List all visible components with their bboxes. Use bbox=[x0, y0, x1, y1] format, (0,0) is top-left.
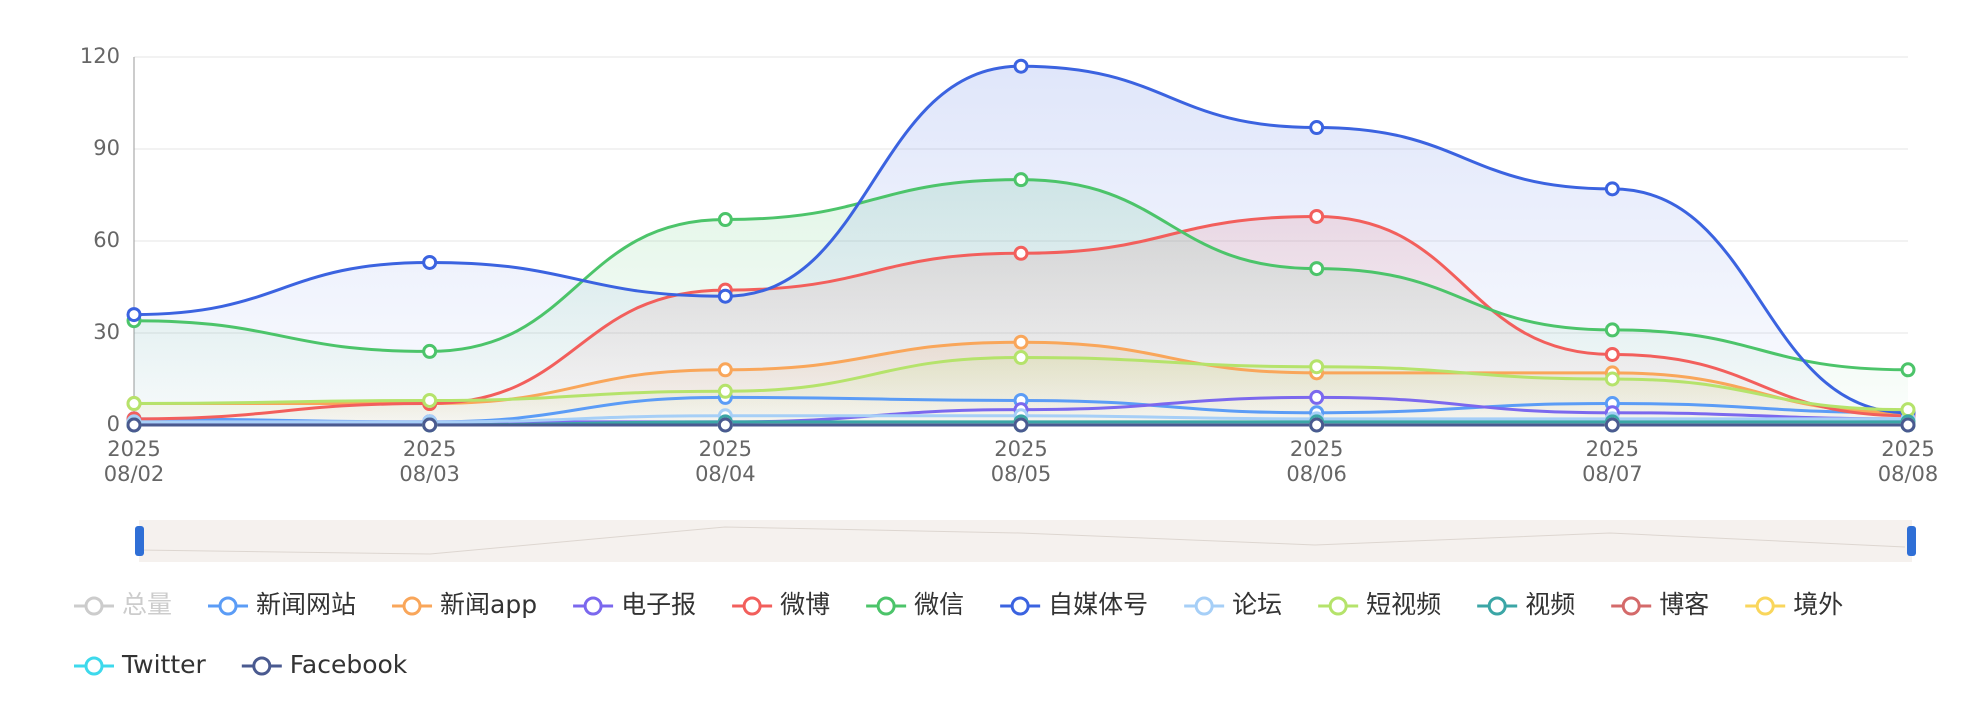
legend-item[interactable]: 微博 bbox=[732, 590, 830, 619]
series-area bbox=[134, 66, 1908, 425]
data-point bbox=[1309, 389, 1325, 405]
data-point bbox=[1309, 261, 1325, 277]
zoom-handle[interactable] bbox=[1907, 526, 1916, 556]
legend-item[interactable]: 视频 bbox=[1477, 590, 1575, 619]
data-point bbox=[1013, 350, 1029, 366]
legend-icon-dot bbox=[583, 596, 603, 616]
legend-icon-dot bbox=[84, 596, 104, 616]
legend: 总量 新闻网站 新闻app 电子报 微博 微信 自媒体号 论坛 短视频 视频 博客 境外 Twitter… bbox=[74, 590, 1843, 679]
x-tick-label: 2025 08/03 bbox=[399, 437, 460, 486]
legend-item[interactable]: 论坛 bbox=[1184, 590, 1282, 619]
areas bbox=[134, 66, 1908, 425]
legend-icon-dot bbox=[1194, 596, 1214, 616]
legend-item[interactable]: Facebook bbox=[241, 650, 408, 679]
y-tick-label: 60 bbox=[93, 228, 120, 252]
data-point bbox=[1900, 417, 1916, 433]
legend-icon-dot bbox=[84, 656, 104, 676]
legend-icon-dot bbox=[876, 596, 896, 616]
data-zoom bbox=[135, 520, 1916, 562]
legend-icon-dot bbox=[402, 596, 422, 616]
legend-label: 电子报 bbox=[621, 590, 696, 619]
legend-icon-dot bbox=[742, 596, 762, 616]
legend-icon-dot bbox=[1755, 596, 1775, 616]
data-point bbox=[1013, 245, 1029, 261]
legend-label: 总量 bbox=[122, 590, 172, 619]
legend-label: 微信 bbox=[914, 590, 964, 619]
legend-icon-dot bbox=[252, 656, 272, 676]
data-point bbox=[1604, 417, 1620, 433]
legend-item[interactable]: 博客 bbox=[1611, 590, 1709, 619]
legend-label: 微博 bbox=[780, 590, 830, 619]
data-point bbox=[126, 307, 142, 323]
data-point bbox=[1604, 346, 1620, 362]
data-point bbox=[1013, 58, 1029, 74]
legend-label: 自媒体号 bbox=[1048, 590, 1148, 619]
plot-area: 0 30 60 90 120 bbox=[80, 44, 1916, 436]
legend-label: Twitter bbox=[121, 650, 207, 679]
data-point bbox=[1604, 181, 1620, 197]
x-tick-label: 2025 08/08 bbox=[1877, 437, 1939, 486]
data-point bbox=[1604, 322, 1620, 338]
legend-item[interactable]: 总量 bbox=[74, 590, 172, 619]
legend-item[interactable]: 电子报 bbox=[573, 590, 696, 619]
zoom-preview bbox=[138, 526, 1906, 555]
legend-label: 新闻网站 bbox=[256, 590, 356, 619]
legend-label: 短视频 bbox=[1366, 590, 1441, 619]
legend-item[interactable]: 微信 bbox=[866, 590, 964, 619]
data-point bbox=[1309, 417, 1325, 433]
legend-item[interactable]: Twitter bbox=[74, 650, 207, 679]
x-tick-label: 2025 08/06 bbox=[1286, 437, 1347, 486]
data-point bbox=[1604, 371, 1620, 387]
legend-item[interactable]: 短视频 bbox=[1318, 590, 1441, 619]
legend-icon-dot bbox=[1328, 596, 1348, 616]
data-point bbox=[717, 288, 733, 304]
legend-item[interactable]: 境外 bbox=[1745, 590, 1843, 619]
legend-icon-dot bbox=[1621, 596, 1641, 616]
legend-icon-dot bbox=[1487, 596, 1507, 616]
data-point bbox=[717, 212, 733, 228]
data-point bbox=[422, 254, 438, 270]
data-point bbox=[1900, 362, 1916, 378]
data-point bbox=[1900, 402, 1916, 418]
legend-label: 论坛 bbox=[1232, 590, 1282, 619]
data-point bbox=[1309, 359, 1325, 375]
y-tick-label: 0 bbox=[107, 412, 120, 436]
data-point bbox=[1309, 120, 1325, 136]
legend-label: 视频 bbox=[1525, 590, 1575, 619]
legend-label: 境外 bbox=[1793, 590, 1843, 619]
zoom-handle[interactable] bbox=[135, 526, 144, 556]
points bbox=[126, 58, 1916, 433]
x-tick-label: 2025 08/02 bbox=[103, 437, 165, 486]
legend-item[interactable]: 新闻网站 bbox=[208, 590, 356, 619]
data-point bbox=[422, 392, 438, 408]
data-point bbox=[422, 343, 438, 359]
legend-item[interactable]: 自媒体号 bbox=[1000, 590, 1148, 619]
legend-item[interactable]: 新闻app bbox=[392, 590, 537, 619]
data-point bbox=[126, 396, 142, 412]
y-tick-label: 30 bbox=[93, 320, 120, 344]
legend-icon-dot bbox=[1010, 596, 1030, 616]
legend-label: 博客 bbox=[1659, 590, 1709, 619]
data-point bbox=[126, 417, 142, 433]
x-tick-label: 2025 08/07 bbox=[1582, 437, 1643, 486]
data-point bbox=[1013, 417, 1029, 433]
data-point bbox=[717, 362, 733, 378]
data-point bbox=[1013, 172, 1029, 188]
x-tick-label: 2025 08/05 bbox=[990, 437, 1052, 486]
legend-label: 新闻app bbox=[440, 590, 537, 619]
data-point bbox=[1013, 334, 1029, 350]
y-tick-label: 120 bbox=[80, 44, 120, 68]
data-point bbox=[1309, 208, 1325, 224]
data-point bbox=[717, 383, 733, 399]
data-point bbox=[717, 417, 733, 433]
legend-label: Facebook bbox=[290, 650, 408, 679]
data-point bbox=[422, 417, 438, 433]
zoom-track bbox=[139, 520, 1912, 562]
x-tick-label: 2025 08/04 bbox=[695, 437, 756, 486]
y-tick-label: 90 bbox=[93, 136, 120, 160]
legend-icon-dot bbox=[218, 596, 238, 616]
